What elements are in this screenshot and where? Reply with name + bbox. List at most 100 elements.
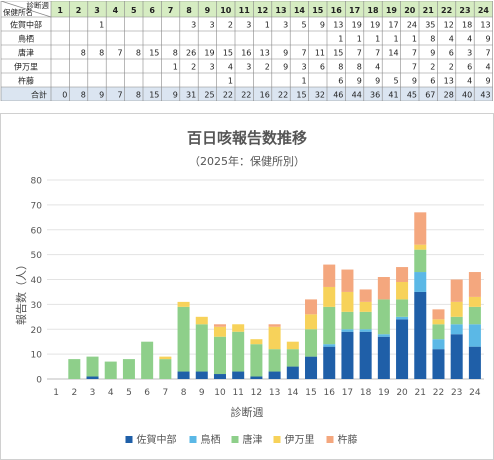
bar-杵藤-week-15 <box>305 299 318 315</box>
table-cell: 1 <box>338 35 343 44</box>
bar-伊万里-week-24 <box>468 296 481 307</box>
bar-伊万里-week-22 <box>432 319 445 325</box>
chart-title: 百日咳報告数推移 <box>187 129 307 147</box>
x-tick-label: 19 <box>378 388 390 398</box>
x-tick-label: 4 <box>108 388 114 398</box>
table-cell: 14 <box>388 49 398 58</box>
bar-伊万里-week-15 <box>305 314 318 330</box>
table-cell: 1 <box>394 35 399 44</box>
x-tick-label: 6 <box>144 388 150 398</box>
bar-佐賀中部-week-12 <box>250 376 263 379</box>
y-tick-labels: 0 10 20 30 40 50 60 70 80 <box>31 177 43 386</box>
bar-佐賀中部-week-10 <box>213 374 226 379</box>
bar-伊万里-week-23 <box>450 301 463 317</box>
table-cell: 22 <box>223 91 233 100</box>
table-cell: 45 <box>407 91 417 100</box>
bar-伊万里-week-8 <box>177 301 190 307</box>
bar-唐津-week-20 <box>396 299 409 317</box>
bar-杵藤-week-22 <box>432 309 445 320</box>
x-tick-label: 1 <box>53 388 59 398</box>
bar-佐賀中部-week-9 <box>195 371 208 379</box>
row-name: 唐津 <box>18 48 34 58</box>
week-header-21: 21 <box>423 6 435 15</box>
y-tick-label: 70 <box>31 201 43 211</box>
y-tick-label: 20 <box>31 326 43 336</box>
bar-伊万里-week-16 <box>323 286 336 307</box>
table-cell: 4 <box>375 63 380 72</box>
table-cell: 7 <box>412 49 417 58</box>
bar-佐賀中部-week-21 <box>414 291 427 379</box>
table-cell: 12 <box>444 21 454 30</box>
week-header-12: 12 <box>257 6 268 15</box>
bar-唐津-week-10 <box>213 336 226 375</box>
table-cell: 3 <box>210 63 215 72</box>
y-axis-label: 報告数（人） <box>15 259 28 325</box>
table-cell: 9 <box>283 63 288 72</box>
table-cell: 9 <box>283 49 288 58</box>
bar-佐賀中部-week-22 <box>432 349 445 379</box>
x-tick-label: 14 <box>287 388 299 398</box>
table-cell: 1 <box>375 35 380 44</box>
bar-唐津-week-13 <box>268 349 281 372</box>
legend-label: 伊万里 <box>285 434 315 446</box>
table-cell: 6 <box>320 63 325 72</box>
table-cell: 16 <box>241 49 251 58</box>
bar-伊万里-week-20 <box>396 281 409 300</box>
bar-佐賀中部-week-8 <box>177 371 190 379</box>
bar-佐賀中部-week-3 <box>86 376 99 379</box>
table-cell: 0 <box>62 91 67 100</box>
bar-伊万里-week-9 <box>195 316 208 325</box>
table-cell: 8 <box>173 49 178 58</box>
table-cell: 3 <box>246 21 251 30</box>
x-tick-label: 23 <box>451 388 462 398</box>
table-cell: 4 <box>467 77 472 86</box>
bar-鳥栖-week-18 <box>359 329 372 332</box>
table-cell: 3 <box>191 21 196 30</box>
week-header-17: 17 <box>349 6 360 15</box>
bar-佐賀中部-week-24 <box>468 346 481 379</box>
bar-鳥栖-week-19 <box>377 334 390 337</box>
table-cell: 6 <box>430 77 435 86</box>
bar-杵藤-week-10 <box>213 324 226 327</box>
bar-杵藤-week-19 <box>377 277 390 300</box>
table-cell: 28 <box>444 91 454 100</box>
table-cell: 16 <box>260 91 270 100</box>
table-cell: 1 <box>412 35 417 44</box>
y-tick-label: 30 <box>31 301 43 311</box>
x-tick-label: 8 <box>181 388 187 398</box>
table-cell: 4 <box>467 35 472 44</box>
bar-鳥栖-week-24 <box>468 324 481 347</box>
table-cell: 6 <box>449 49 454 58</box>
week-header-15: 15 <box>312 6 324 15</box>
bar-stacks <box>68 212 481 379</box>
table-cell: 25 <box>204 91 214 100</box>
table-cell: 26 <box>186 49 196 58</box>
bar-唐津-week-4 <box>104 361 117 379</box>
bar-伊万里-week-14 <box>286 341 299 350</box>
chart-subtitle: （2025年：保健所別） <box>189 154 305 168</box>
table-cell: 9 <box>412 77 417 86</box>
bar-唐津-week-15 <box>305 329 318 357</box>
x-tick-label: 17 <box>342 388 353 398</box>
table-cell: 8 <box>430 35 435 44</box>
week-header-20: 20 <box>404 6 416 15</box>
week-header-23: 23 <box>459 6 470 15</box>
bar-佐賀中部-week-15 <box>305 356 318 379</box>
bar-佐賀中部-week-14 <box>286 366 299 379</box>
chart-frame <box>0 113 494 460</box>
week-header-18: 18 <box>367 6 379 15</box>
table-cell: 2 <box>191 63 196 72</box>
table-cell: 7 <box>357 49 362 58</box>
bar-唐津-week-19 <box>377 299 390 335</box>
y-tick-label: 80 <box>31 177 43 187</box>
table-cell: 1 <box>265 21 270 30</box>
x-tick-label: 3 <box>90 388 96 398</box>
table-cell: 5 <box>394 77 399 86</box>
bar-唐津-week-5 <box>122 359 135 379</box>
bar-唐津-week-11 <box>232 331 245 372</box>
y-tick-label: 0 <box>36 376 42 386</box>
table-cell: 2 <box>430 63 435 72</box>
x-tick-label: 16 <box>324 388 336 398</box>
bar-伊万里-week-10 <box>213 326 226 337</box>
bar-杵藤-week-23 <box>450 279 463 302</box>
